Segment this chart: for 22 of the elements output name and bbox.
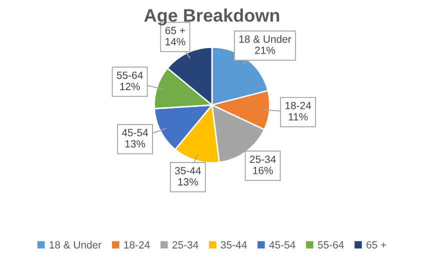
slice-label: 55-64 xyxy=(116,72,143,79)
data-label: 11% xyxy=(288,113,308,120)
legend-label: 25-34 xyxy=(172,241,198,249)
legend-label: 65 + xyxy=(366,241,386,249)
legend-label: 55-64 xyxy=(318,241,344,249)
data-label: 14% xyxy=(166,38,186,46)
legend-label: 18 & Under xyxy=(50,240,102,249)
data-label: 13% xyxy=(125,140,146,148)
legend-label: 45-54 xyxy=(269,241,296,249)
data-label: 16% xyxy=(253,166,273,174)
slice-label: 18-24 xyxy=(286,102,312,110)
legend-label: 35-44 xyxy=(220,241,247,249)
chart-title: Age Breakdown xyxy=(144,8,280,26)
data-label: 13% xyxy=(178,178,198,186)
data-label: 12% xyxy=(120,82,140,90)
slice-label: 45-54 xyxy=(122,129,148,136)
slice-label: 25-34 xyxy=(250,156,276,163)
slice-label: 35-44 xyxy=(174,166,201,174)
slice-label: 65 + xyxy=(165,26,185,34)
legend-label: 18-24 xyxy=(124,241,150,249)
data-label: 21% xyxy=(255,46,276,54)
slice-label: 18 & Under xyxy=(239,35,292,43)
